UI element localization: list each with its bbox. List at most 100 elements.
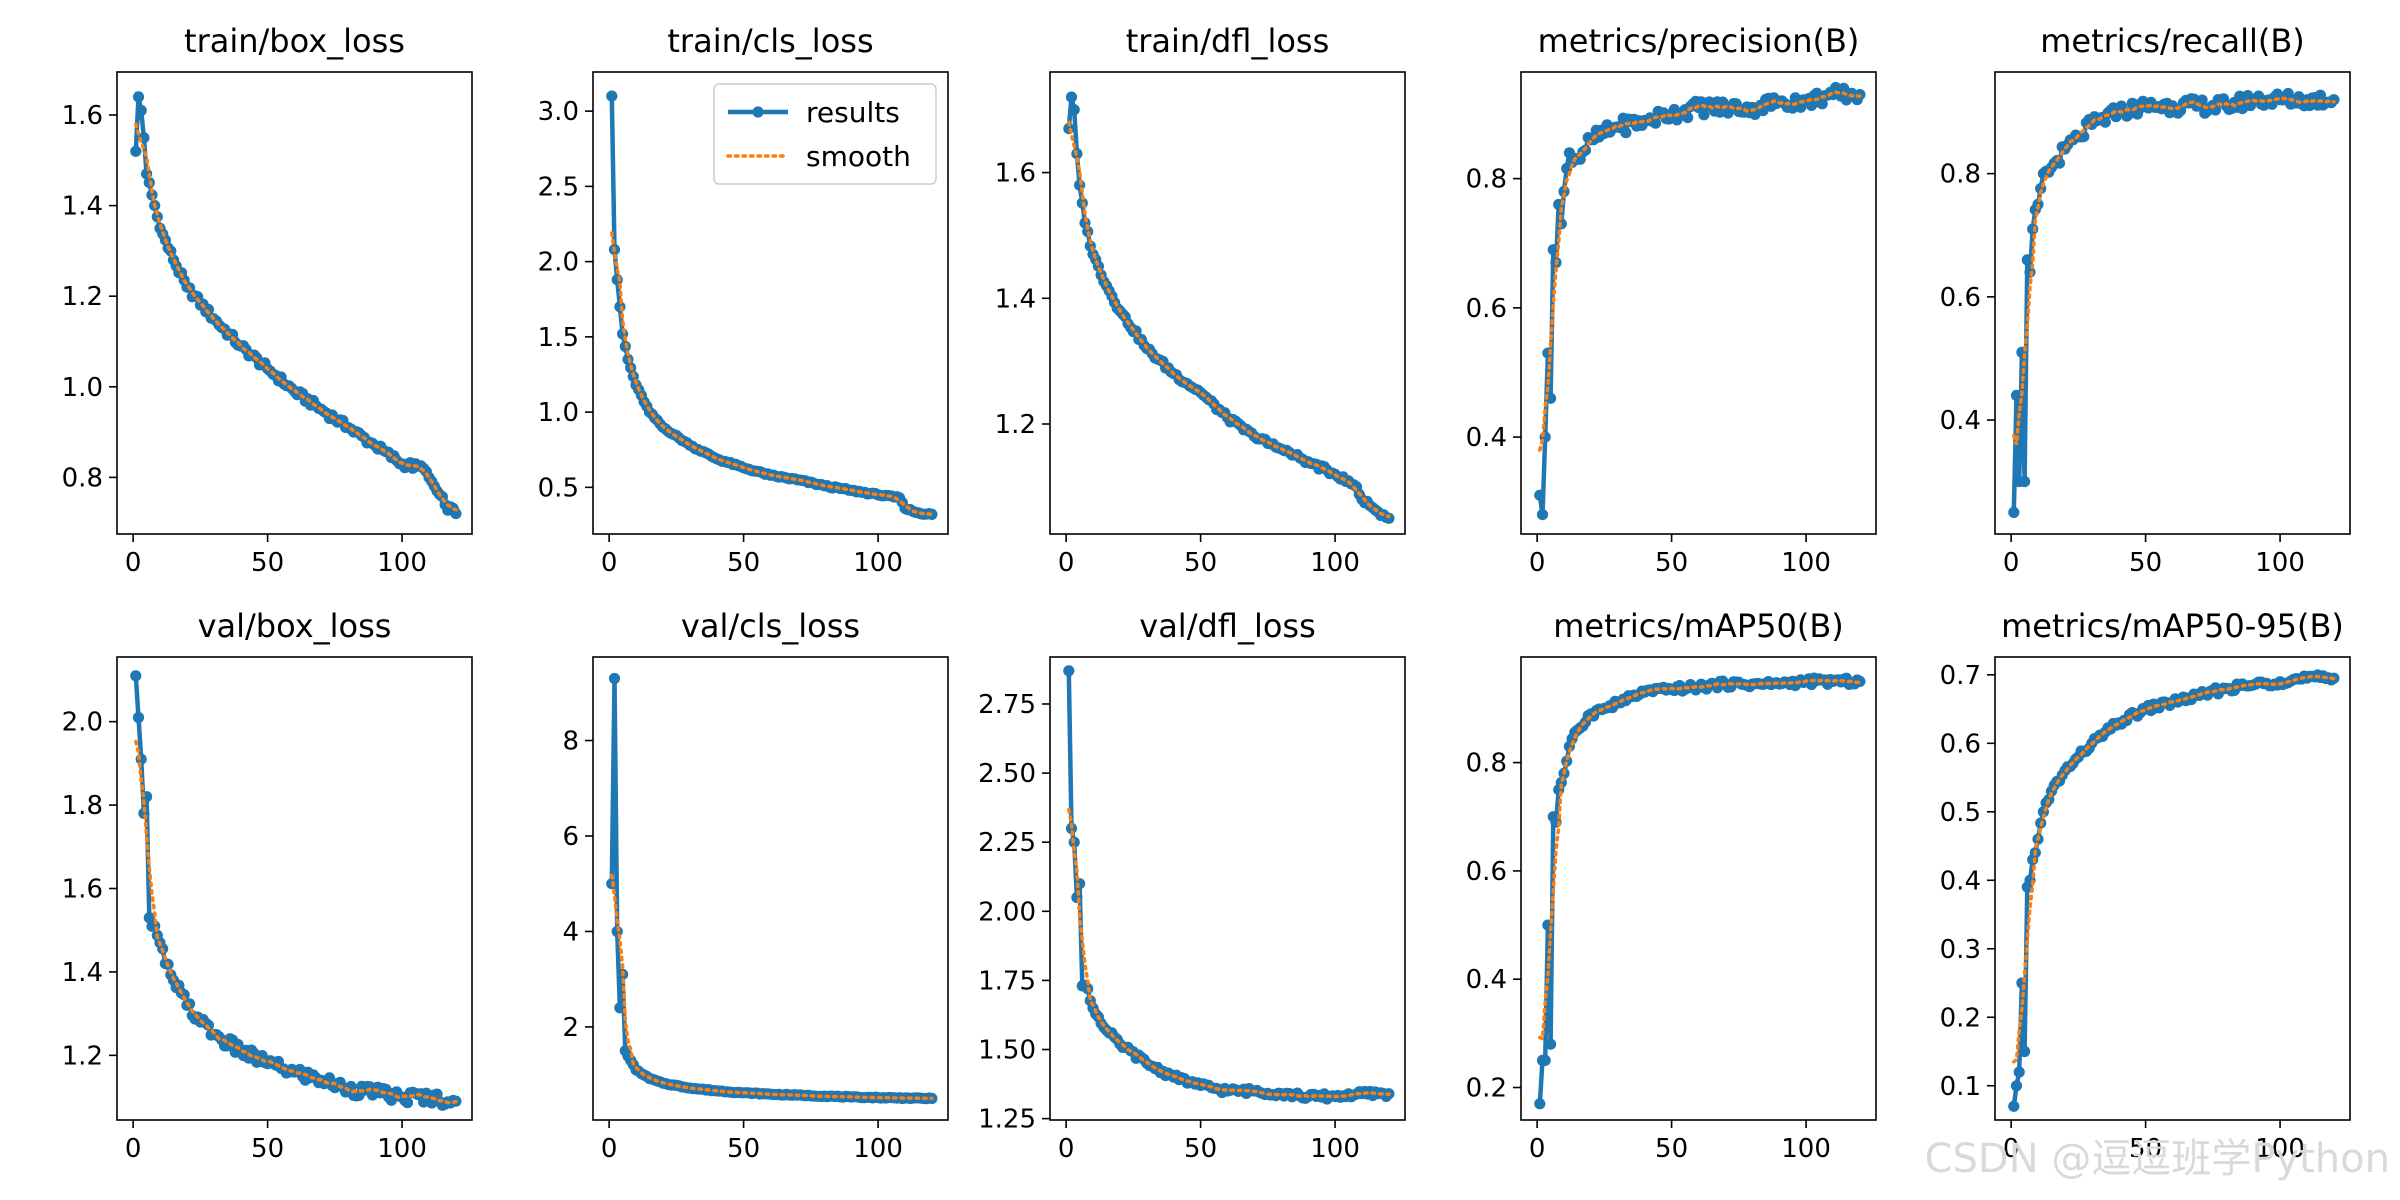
y-tick-label: 1.4 bbox=[995, 284, 1036, 314]
results-point bbox=[130, 145, 142, 157]
y-tick-label: 1.50 bbox=[978, 1036, 1036, 1066]
results-point bbox=[1539, 1054, 1551, 1066]
x-tick-label: 0 bbox=[1529, 1134, 1546, 1164]
x-tick-label: 50 bbox=[2129, 548, 2162, 578]
x-tick-label: 0 bbox=[125, 1134, 142, 1164]
smooth-line bbox=[610, 873, 934, 1101]
x-tick-label: 50 bbox=[251, 1134, 284, 1164]
x-tick-label: 100 bbox=[2255, 1134, 2305, 1164]
subplot-title: val/cls_loss bbox=[681, 607, 860, 645]
results-point bbox=[1620, 127, 1632, 139]
subplot-title: metrics/recall(B) bbox=[2040, 22, 2305, 60]
subplot-7: val/cls_loss 0 50 100 2 4 6 8 bbox=[562, 607, 949, 1164]
y-tick-label: 1.2 bbox=[62, 282, 103, 312]
axes-frame bbox=[116, 656, 473, 1121]
subplot-8: val/dfl_loss 0 50 100 1.25 1.50 1.75 2.00 2.25 2.… bbox=[978, 607, 1406, 1164]
results-point bbox=[614, 1002, 626, 1014]
y-tick-label: 2.25 bbox=[978, 828, 1036, 858]
x-tick-label: 0 bbox=[2003, 548, 2020, 578]
results-point bbox=[1074, 878, 1086, 890]
y-tick-label: 0.6 bbox=[1940, 283, 1981, 313]
axes-frame bbox=[1994, 71, 2351, 535]
results-point bbox=[606, 90, 618, 102]
y-tick-label: 2.50 bbox=[978, 759, 1036, 789]
x-tick-label: 0 bbox=[1529, 548, 1546, 578]
results-point bbox=[1561, 755, 1573, 767]
y-tick-label: 1.6 bbox=[62, 101, 103, 131]
x-tick-label: 50 bbox=[1184, 548, 1217, 578]
y-tick-label: 0.4 bbox=[1466, 965, 1507, 995]
results-point bbox=[1063, 665, 1075, 677]
y-tick-label: 1.6 bbox=[62, 875, 103, 905]
results-point bbox=[2328, 94, 2340, 106]
smooth-line bbox=[2012, 96, 2336, 446]
y-tick-label: 3.0 bbox=[538, 97, 579, 127]
y-tick-label: 0.4 bbox=[1940, 406, 1981, 436]
x-tick-label: 100 bbox=[1310, 1134, 1360, 1164]
y-tick-label: 8 bbox=[562, 727, 579, 757]
results-point bbox=[202, 303, 214, 316]
results-point bbox=[1534, 1098, 1546, 1110]
results-point bbox=[2196, 94, 2208, 106]
x-tick-label: 50 bbox=[1655, 548, 1688, 578]
y-tick-label: 0.8 bbox=[1466, 749, 1507, 779]
results-point bbox=[2008, 1100, 2020, 1112]
results-point bbox=[2099, 116, 2111, 128]
results-point bbox=[135, 104, 147, 117]
smooth-line bbox=[1067, 807, 1391, 1099]
legend: results smooth bbox=[713, 83, 937, 185]
y-tick-label: 0.4 bbox=[1940, 866, 1981, 896]
results-point bbox=[2021, 254, 2033, 266]
results-point bbox=[1065, 91, 1078, 103]
results-line bbox=[133, 675, 457, 1108]
y-tick-label: 0.7 bbox=[1940, 661, 1981, 691]
y-tick-label: 0.6 bbox=[1940, 729, 1981, 759]
y-tick-label: 1.4 bbox=[62, 192, 103, 222]
x-tick-label: 50 bbox=[251, 548, 284, 578]
results-point bbox=[450, 507, 462, 520]
subplot-title: metrics/mAP50-95(B) bbox=[2001, 607, 2344, 645]
y-tick-label: 2.00 bbox=[978, 897, 1036, 927]
x-tick-label: 0 bbox=[125, 548, 142, 578]
results-point bbox=[202, 1019, 214, 1031]
results-line bbox=[1537, 675, 1861, 1104]
y-tick-label: 0.8 bbox=[1940, 160, 1981, 190]
x-tick-label: 50 bbox=[727, 548, 760, 578]
y-tick-label: 1.2 bbox=[62, 1041, 103, 1071]
legend-smooth-label: smooth bbox=[806, 140, 911, 173]
results-point bbox=[1545, 1038, 1557, 1050]
smooth-line bbox=[1538, 90, 1862, 452]
y-tick-label: 0.5 bbox=[538, 473, 579, 503]
results-point bbox=[2019, 476, 2031, 488]
y-tick-label: 0.1 bbox=[1940, 1072, 1981, 1102]
results-point bbox=[401, 1097, 414, 1109]
y-tick-label: 4 bbox=[562, 917, 579, 947]
subplot-4: metrics/precision(B) 0 50 100 0.4 0.6 0.8 bbox=[1466, 22, 1877, 578]
x-tick-label: 100 bbox=[377, 1134, 427, 1164]
axes-frame bbox=[1520, 71, 1877, 535]
x-tick-label: 0 bbox=[601, 548, 618, 578]
results-line bbox=[2011, 672, 2336, 1107]
x-tick-label: 100 bbox=[1781, 1134, 1831, 1164]
watermark-text: CSDN @逗逗班学Python bbox=[1924, 1136, 2390, 1182]
results-point bbox=[608, 672, 621, 685]
y-tick-label: 1.0 bbox=[62, 373, 103, 403]
axes-frame bbox=[592, 71, 949, 535]
y-tick-label: 0.4 bbox=[1466, 423, 1507, 453]
results-point bbox=[2010, 389, 2023, 401]
smooth-line bbox=[1067, 120, 1391, 519]
axes-frame bbox=[1520, 656, 1877, 1121]
axes-frame bbox=[1049, 656, 1406, 1121]
results-point bbox=[132, 91, 145, 103]
axes-frame bbox=[1049, 71, 1406, 535]
y-tick-label: 0.8 bbox=[1466, 165, 1507, 195]
y-tick-label: 2.75 bbox=[978, 690, 1036, 720]
y-tick-label: 2 bbox=[562, 1013, 579, 1043]
x-tick-label: 50 bbox=[727, 1134, 760, 1164]
results-point bbox=[2027, 223, 2039, 235]
results-point bbox=[1068, 104, 1080, 116]
smooth-line bbox=[1538, 678, 1862, 1042]
x-tick-label: 100 bbox=[377, 548, 427, 578]
subplot-6: val/box_loss 0 50 100 1.2 1.4 1.6 1.8 2.0 bbox=[62, 607, 473, 1164]
y-tick-label: 1.75 bbox=[978, 966, 1036, 996]
